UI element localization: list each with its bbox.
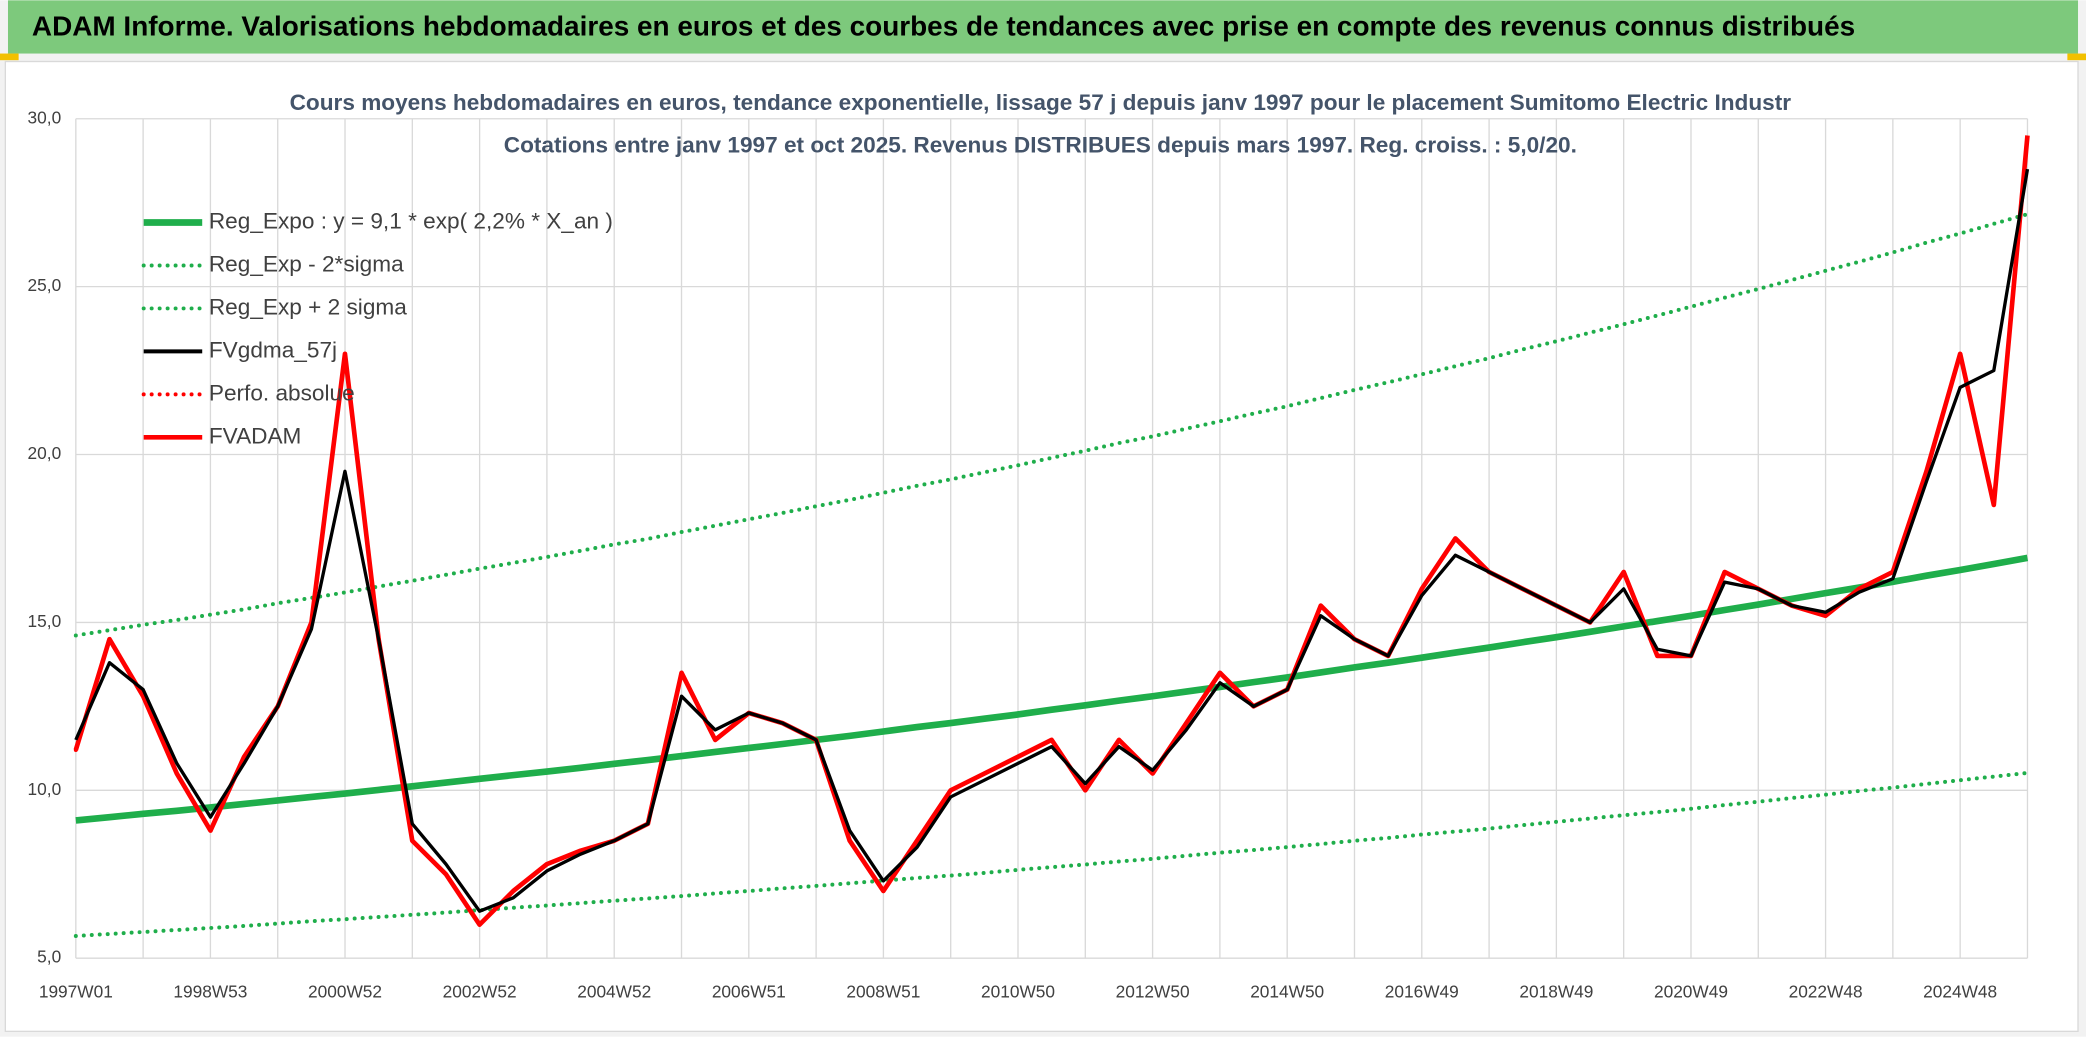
series-line [73, 770, 2030, 938]
y-tick-label: 30,0 [28, 107, 62, 127]
x-tick-label: 2012W50 [1116, 981, 1190, 1001]
x-tick-label: 2006W51 [712, 981, 786, 1001]
x-tick-label: 2024W48 [1923, 981, 1997, 1001]
x-tick-label: 2022W48 [1789, 981, 1863, 1001]
y-tick-label: 25,0 [28, 275, 62, 295]
series-line [74, 168, 2030, 913]
x-tick-label: 2008W51 [846, 981, 920, 1001]
legend-label: Reg_Exp + 2 sigma [209, 294, 407, 319]
x-tick-label: 2018W49 [1519, 981, 1593, 1001]
x-tick-label: 2002W52 [443, 981, 517, 1001]
y-tick-label: 10,0 [28, 779, 62, 799]
x-tick-label: 2016W49 [1385, 981, 1459, 1001]
legend-label: FVgdma_57j [209, 337, 337, 362]
legend-label: Reg_Expo : y = 9,1 * exp( 2,2% * X_an ) [209, 208, 613, 233]
legend: Reg_Expo : y = 9,1 * exp( 2,2% * X_an ) R… [141, 208, 613, 448]
x-tick-label: 2000W52 [308, 981, 382, 1001]
x-tick-label: 2004W52 [577, 981, 651, 1001]
y-tick-label: 5,0 [37, 947, 61, 967]
y-tick-label: 20,0 [28, 443, 62, 463]
x-tick-label: 1998W53 [173, 981, 247, 1001]
chart-area [4, 60, 2079, 1033]
legend-label: FVADAM [209, 423, 302, 448]
x-tick-label: 2014W50 [1250, 981, 1324, 1001]
corner-accent [2067, 53, 2086, 61]
corner-accent [0, 53, 19, 61]
series-line [73, 212, 2030, 638]
y-tick-label: 15,0 [28, 611, 62, 631]
header-bar [7, 0, 2079, 54]
x-tick-label: 2010W50 [981, 981, 1055, 1001]
chart-subtitle: Cotations entre janv 1997 et oct 2025. R… [504, 133, 1577, 158]
legend-label: Perfo. absolue [209, 380, 355, 405]
lines [73, 133, 2030, 938]
chart-title: Cours moyens hebdomadaires en euros, ten… [290, 90, 1792, 115]
legend-label: Reg_Exp - 2*sigma [209, 251, 404, 276]
header-title: ADAM Informe. Valorisations hebdomadaire… [32, 11, 1855, 42]
x-tick-label: 1997W01 [39, 981, 113, 1001]
x-tick-label: 2020W49 [1654, 981, 1728, 1001]
